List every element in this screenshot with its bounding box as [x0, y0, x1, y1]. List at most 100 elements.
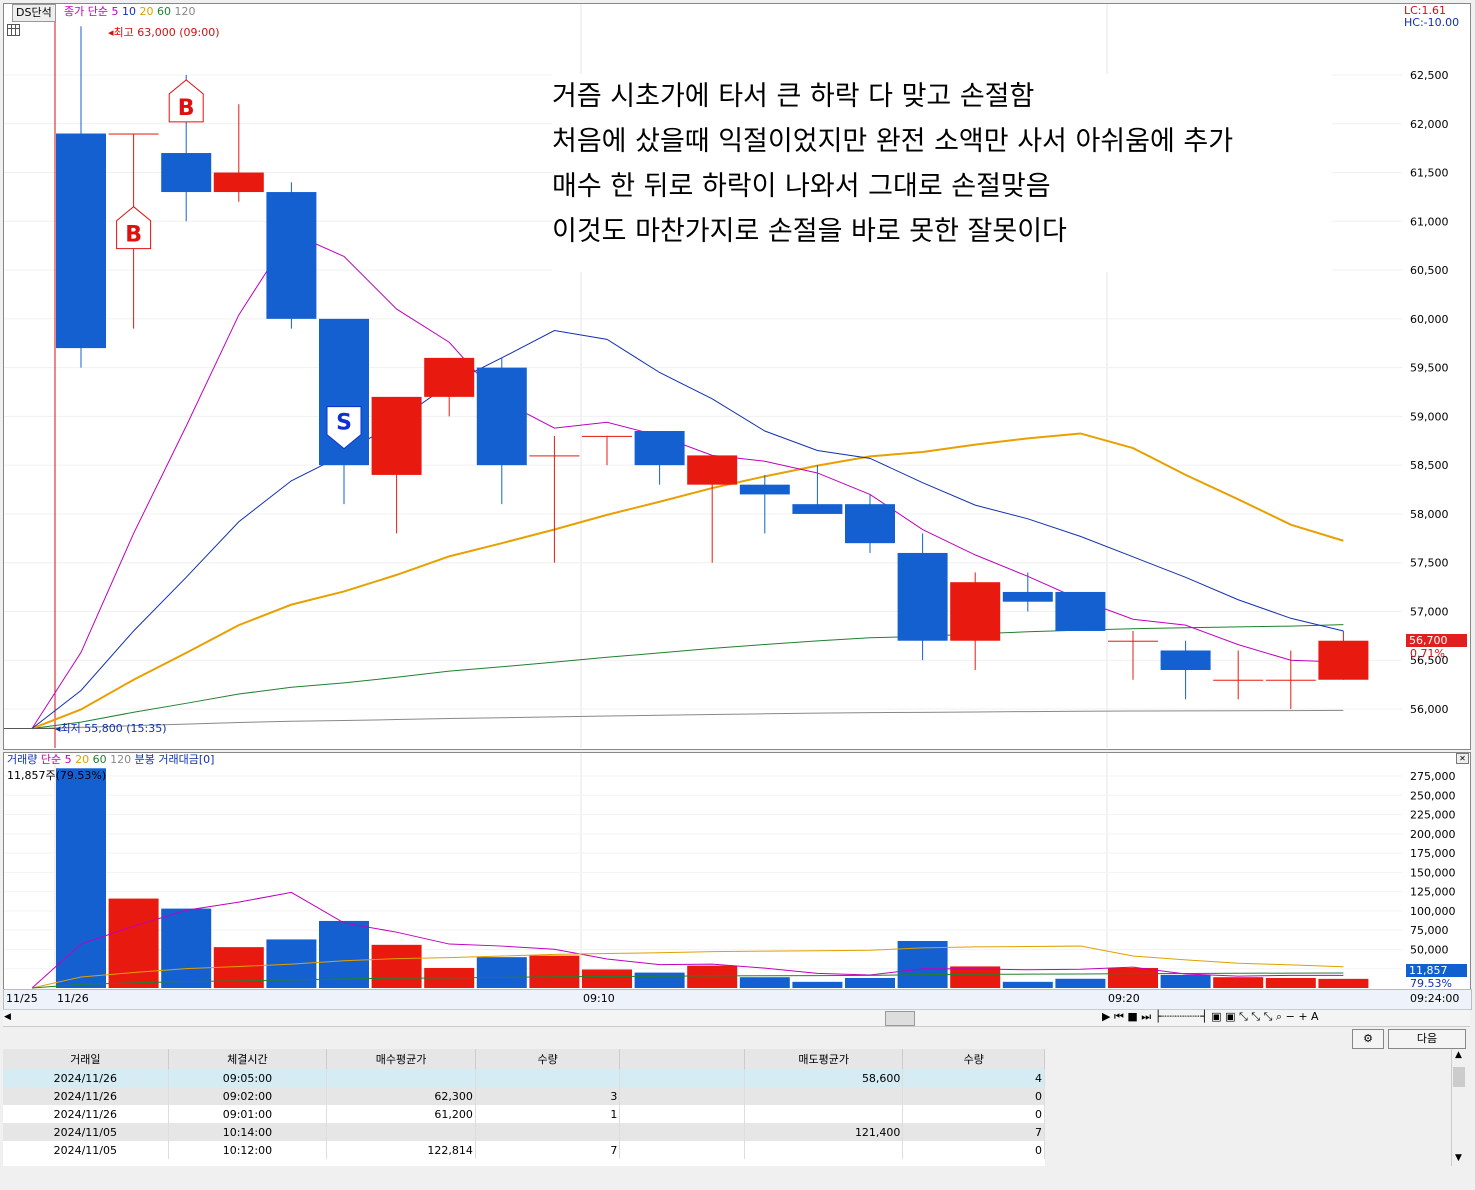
volume-bar — [634, 972, 685, 988]
candle-body — [897, 552, 948, 641]
volume-bar — [582, 969, 632, 988]
header-buy-qty: 수량 — [475, 1049, 621, 1069]
volume-bar — [687, 965, 738, 988]
table-cell: 0 — [902, 1141, 1045, 1159]
ma20-line — [31, 432, 1344, 730]
table-row[interactable]: 2024/11/26 09:01:00 61,200 1 0 — [3, 1105, 1045, 1123]
table-cell: 10:12:00 — [168, 1141, 328, 1159]
volume-legend-sub: 분봉 거래대금[0] — [134, 753, 215, 766]
ma10-line — [31, 330, 1344, 729]
next-button[interactable]: 다음 — [1388, 1029, 1466, 1049]
minus-icon[interactable]: − — [1285, 1010, 1295, 1023]
price-tick-label: 62,500 — [1410, 69, 1449, 82]
volume-legend-ma20: 20 — [75, 753, 90, 766]
volume-ma60-line — [31, 972, 1344, 989]
layout-icon[interactable]: ▣ — [1211, 1010, 1222, 1023]
candle-body — [1213, 679, 1264, 681]
price-tick-label: 59,000 — [1410, 410, 1449, 423]
table-cell: 7 — [475, 1141, 621, 1159]
x-label: 09:20 — [1108, 992, 1140, 1005]
table-cell: 09:05:00 — [168, 1069, 328, 1087]
high-price-label: 최고 63,000 (09:00) — [113, 26, 220, 39]
price-axis-panel — [1403, 3, 1471, 750]
candle-body — [1002, 591, 1053, 602]
table-cell: 2024/11/26 — [3, 1087, 169, 1105]
plus-icon[interactable]: + — [1298, 1010, 1308, 1023]
candle-body — [950, 582, 1001, 641]
candle-body — [56, 133, 106, 349]
scroll-thumb[interactable] — [885, 1011, 915, 1026]
current-volume-ratio: 79.53% — [1410, 977, 1452, 990]
tool3-icon[interactable]: ⤡ — [1263, 1010, 1273, 1023]
buy-marker: B — [168, 79, 204, 123]
legend-ma20: 20 — [139, 5, 154, 18]
table-cell — [744, 1105, 904, 1123]
stop-icon[interactable]: ■ — [1127, 1010, 1138, 1023]
legend-prefix: 종가 단순 — [64, 5, 108, 18]
candle-body — [213, 172, 264, 193]
volume-bar — [1318, 978, 1369, 988]
table-cell — [326, 1123, 476, 1141]
scroll-down-icon[interactable]: ▼ — [1455, 1153, 1462, 1163]
settings-gear-button[interactable]: ⚙ — [1352, 1029, 1384, 1049]
speed-slider[interactable]: ├┈┈┈┈┈┈┤ — [1154, 1010, 1208, 1023]
table-cell — [475, 1069, 621, 1087]
note-line: 이것도 마찬가지로 손절을 바로 못한 잘못이다 — [552, 216, 1067, 247]
current-volume-badge: 11,857 — [1406, 964, 1467, 977]
scroll-left-icon[interactable]: ◀ — [4, 1012, 11, 1022]
volume-close-icon[interactable]: ✕ — [1456, 753, 1469, 764]
stock-label[interactable]: DS단석 — [12, 4, 56, 22]
play-icon[interactable]: ▶ — [1102, 1010, 1111, 1023]
volume-bar — [56, 768, 106, 988]
volume-bar — [371, 944, 422, 988]
volume-tick-label: 250,000 — [1410, 789, 1456, 802]
table-cell: 2024/11/26 — [3, 1105, 169, 1123]
layout2-icon[interactable]: ▣ — [1225, 1010, 1236, 1023]
volume-tick-label: 175,000 — [1410, 847, 1456, 860]
rewind-icon[interactable]: ⏮ — [1113, 1010, 1124, 1023]
table-scrollbar[interactable]: ▲ ▼ — [1451, 1049, 1467, 1166]
table-cell: 2024/11/05 — [3, 1123, 169, 1141]
zoom-icon[interactable]: ⌕ — [1275, 1010, 1283, 1023]
header-date: 거래일 — [3, 1049, 169, 1069]
svg-text:S: S — [336, 411, 352, 436]
chart-scrollbar[interactable]: ◀ — [3, 1009, 1470, 1027]
table-cell — [619, 1141, 745, 1159]
forward-icon[interactable]: ⏭ — [1141, 1010, 1152, 1023]
note-line: 거즘 시초가에 타서 큰 하락 다 맞고 손절함 — [552, 81, 1035, 112]
note-line: 처음에 샀을때 익절이었지만 완전 소액만 사서 아쉬움에 추가 — [552, 126, 1234, 157]
volume-bar — [108, 898, 159, 988]
table-row[interactable]: 2024/11/05 10:14:00 121,400 7 — [3, 1123, 1045, 1141]
low-price-label: 최저 55,800 (15:35) — [60, 722, 167, 735]
tool2-icon[interactable]: ⤡ — [1251, 1010, 1261, 1023]
grid-icon[interactable] — [7, 24, 20, 36]
table-cell: 4 — [902, 1069, 1045, 1087]
table-cell: 09:02:00 — [168, 1087, 328, 1105]
table-cell: 0 — [902, 1087, 1045, 1105]
current-change-label: 0.71% — [1410, 647, 1445, 660]
tool-icon[interactable]: ⤡ — [1238, 1010, 1248, 1023]
table-row[interactable]: 2024/11/26 09:05:00 58,600 4 — [3, 1069, 1045, 1087]
volume-ma20-line — [31, 945, 1344, 989]
table-row[interactable]: 2024/11/26 09:02:00 62,300 3 0 — [3, 1087, 1045, 1105]
buy-marker: B — [116, 206, 152, 250]
volume-bar — [476, 957, 527, 988]
font-icon[interactable]: A — [1311, 1010, 1319, 1023]
volume-axis-panel — [1403, 752, 1471, 990]
volume-bar — [1108, 967, 1158, 988]
volume-bar — [1002, 981, 1053, 988]
table-header-row: 거래일 체결시간 매수평균가 수량 매도평균가 수량 — [3, 1049, 1045, 1069]
header-blank — [619, 1049, 745, 1069]
scroll-up-icon[interactable]: ▲ — [1455, 1050, 1462, 1060]
x-label: 09:24:00 — [1410, 992, 1460, 1005]
table-scroll-thumb[interactable] — [1453, 1067, 1465, 1087]
chart-canvas: 62,500 62,000 61,500 61,000 60,500 60,000 59,5… — [4, 4, 1456, 989]
volume-legend: 거래량 단순 5 20 60 120 분봉 거래대금[0] — [7, 753, 214, 767]
table-row[interactable]: 2024/11/05 10:12:00 122,814 7 0 — [3, 1141, 1045, 1159]
table-cell — [744, 1141, 904, 1159]
table-cell: 10:14:00 — [168, 1123, 328, 1141]
x-label: 11/25 — [6, 992, 38, 1005]
header-sell-avg: 매도평균가 — [744, 1049, 904, 1069]
table-cell — [744, 1087, 904, 1105]
volume-tick-label: 125,000 — [1410, 886, 1456, 899]
